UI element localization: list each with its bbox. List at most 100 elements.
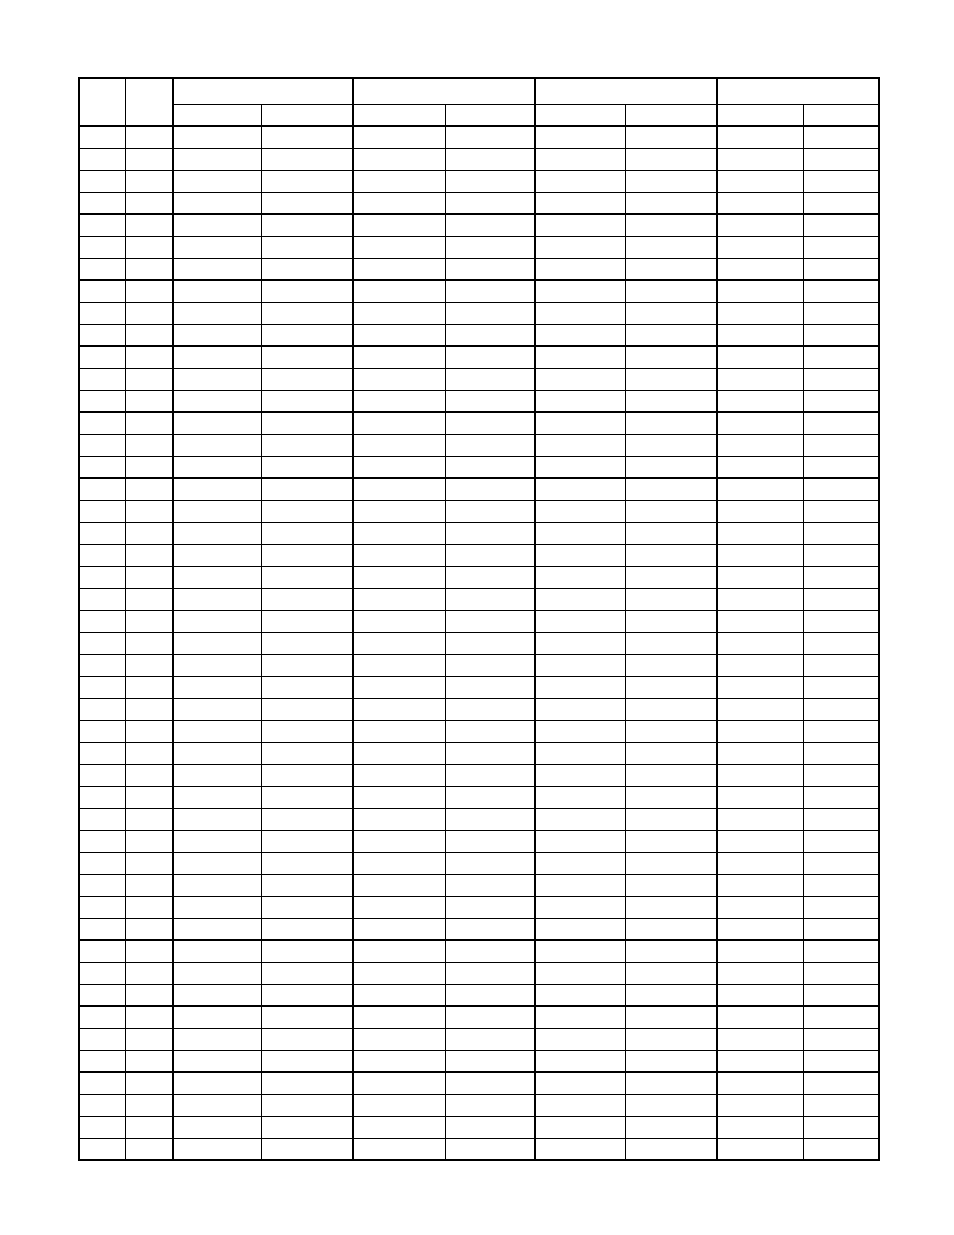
table-cell — [79, 500, 125, 522]
table-cell — [445, 720, 535, 742]
table-cell — [79, 258, 125, 280]
table-cell — [261, 434, 353, 456]
table-cell — [535, 258, 625, 280]
table-row — [79, 764, 879, 786]
table-cell — [353, 764, 445, 786]
table-cell — [803, 984, 879, 1006]
table-cell — [803, 390, 879, 412]
table-cell — [173, 984, 261, 1006]
table-cell — [535, 874, 625, 896]
table-cell — [445, 434, 535, 456]
table-cell — [625, 478, 717, 500]
table-cell — [535, 478, 625, 500]
table-cell — [79, 324, 125, 346]
table-cell — [535, 962, 625, 984]
table-cell — [79, 236, 125, 258]
table-cell — [535, 830, 625, 852]
table-row — [79, 1072, 879, 1094]
table-cell — [261, 1006, 353, 1028]
table-cell — [79, 412, 125, 434]
table-cell — [261, 632, 353, 654]
table-cell — [261, 786, 353, 808]
table-cell — [353, 940, 445, 962]
table-row — [79, 984, 879, 1006]
table-cell — [535, 1094, 625, 1116]
table-cell — [125, 1138, 173, 1160]
table-cell — [173, 126, 261, 148]
table-cell — [535, 698, 625, 720]
table-cell — [445, 214, 535, 236]
table-cell — [79, 764, 125, 786]
table-cell — [625, 148, 717, 170]
table-cell — [261, 566, 353, 588]
table-cell — [625, 192, 717, 214]
table-cell — [535, 764, 625, 786]
table-cell — [803, 698, 879, 720]
table-cell — [125, 368, 173, 390]
table-cell — [353, 522, 445, 544]
table-cell — [173, 610, 261, 632]
table-row — [79, 302, 879, 324]
table-cell — [125, 170, 173, 192]
table-cell — [625, 698, 717, 720]
table-cell — [625, 456, 717, 478]
table-cell — [125, 126, 173, 148]
table-row — [79, 324, 879, 346]
table-cell — [803, 1028, 879, 1050]
table-cell — [125, 544, 173, 566]
table-cell — [173, 1094, 261, 1116]
table-cell — [125, 808, 173, 830]
table-cell — [79, 566, 125, 588]
table-cell — [79, 170, 125, 192]
table-cell — [803, 720, 879, 742]
table-cell — [445, 192, 535, 214]
table-cell — [535, 192, 625, 214]
table-cell — [353, 852, 445, 874]
table-cell — [717, 500, 803, 522]
table-cell — [535, 522, 625, 544]
table-cell — [717, 170, 803, 192]
table-cell — [717, 390, 803, 412]
table-cell — [261, 390, 353, 412]
table-cell — [173, 214, 261, 236]
table-cell — [803, 786, 879, 808]
header-subcell — [535, 104, 625, 126]
table-cell — [535, 302, 625, 324]
table-row — [79, 390, 879, 412]
table-cell — [535, 1028, 625, 1050]
table-cell — [353, 236, 445, 258]
table-row — [79, 412, 879, 434]
table-cell — [803, 808, 879, 830]
table-cell — [353, 1072, 445, 1094]
table-cell — [125, 720, 173, 742]
table-cell — [625, 544, 717, 566]
table-cell — [261, 170, 353, 192]
table-cell — [803, 214, 879, 236]
table-cell — [79, 148, 125, 170]
table-cell — [445, 236, 535, 258]
table-cell — [353, 632, 445, 654]
table-cell — [79, 654, 125, 676]
table-cell — [261, 808, 353, 830]
table-cell — [803, 324, 879, 346]
table-cell — [353, 368, 445, 390]
table-cell — [353, 478, 445, 500]
table-cell — [535, 434, 625, 456]
table-cell — [445, 808, 535, 830]
table-cell — [353, 434, 445, 456]
table-cell — [125, 566, 173, 588]
table-cell — [261, 962, 353, 984]
table-cell — [625, 896, 717, 918]
table-cell — [625, 852, 717, 874]
header-subcell — [173, 104, 261, 126]
table-cell — [803, 192, 879, 214]
table-cell — [445, 1138, 535, 1160]
table-cell — [261, 148, 353, 170]
table-cell — [353, 1094, 445, 1116]
table-cell — [535, 918, 625, 940]
table-cell — [445, 984, 535, 1006]
table-cell — [353, 830, 445, 852]
table-cell — [261, 654, 353, 676]
table-cell — [261, 896, 353, 918]
table-cell — [79, 544, 125, 566]
